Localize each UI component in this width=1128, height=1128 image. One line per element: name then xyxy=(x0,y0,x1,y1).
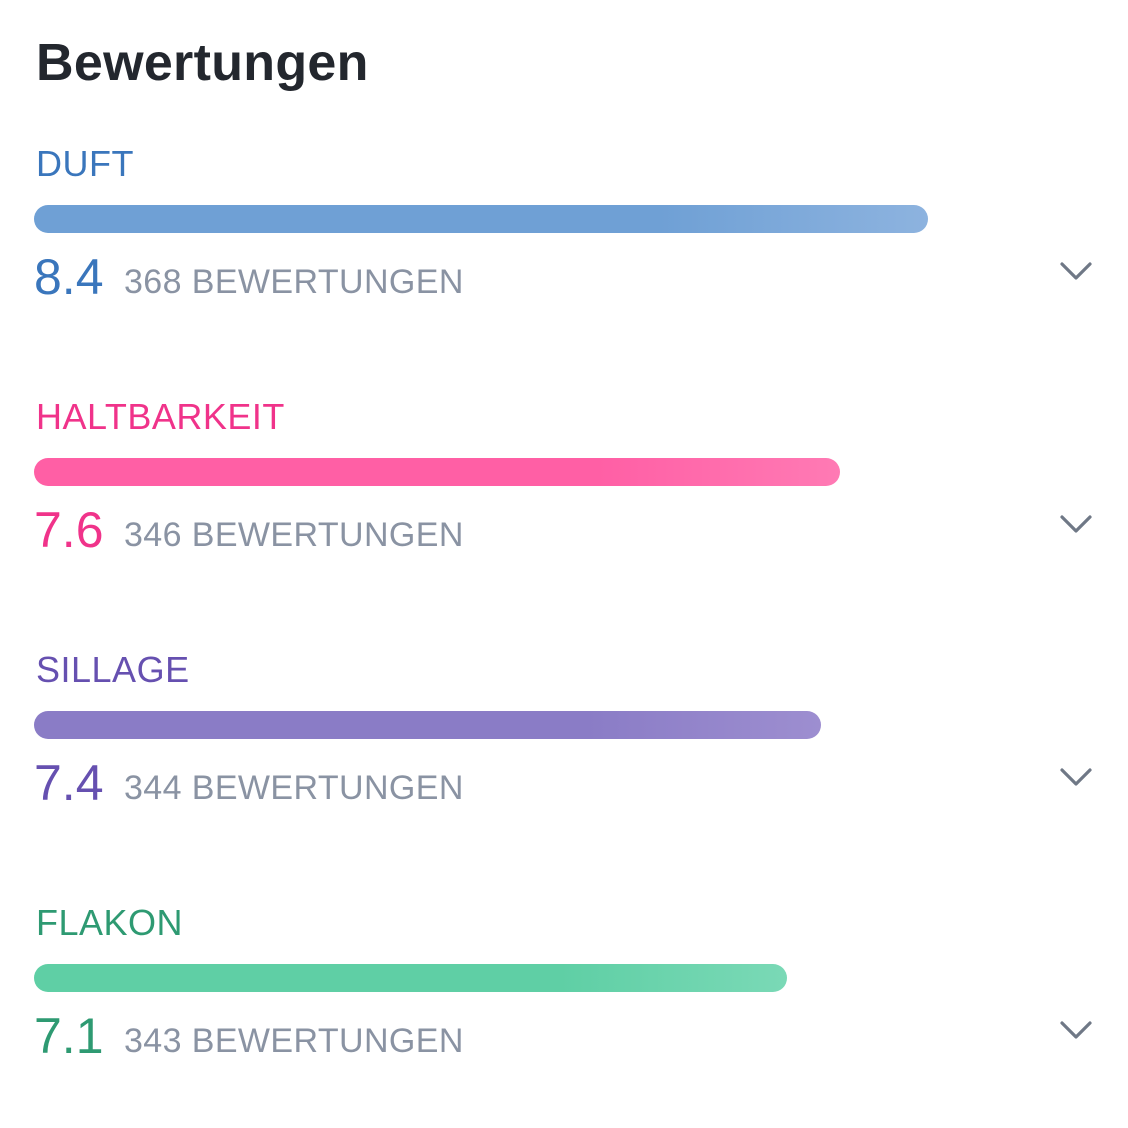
rating-row-sillage[interactable]: SILLAGE 7.4 344 BEWERTUNGEN xyxy=(0,646,1128,846)
rating-score: 7.6 xyxy=(34,502,104,558)
rating-label: FLAKON xyxy=(36,902,184,943)
rating-label: DUFT xyxy=(36,143,134,184)
rating-bar xyxy=(34,964,787,992)
rating-label: SILLAGE xyxy=(36,649,190,690)
rating-bar-track xyxy=(34,711,1074,741)
chevron-down-icon[interactable] xyxy=(1056,1015,1096,1045)
chevron-down-icon[interactable] xyxy=(1056,762,1096,792)
rating-bar xyxy=(34,711,822,739)
rating-count: 343 BEWERTUNGEN xyxy=(124,1022,464,1060)
rating-label: HALTBARKEIT xyxy=(36,396,285,437)
rating-row-flakon[interactable]: FLAKON 7.1 343 BEWERTUNGEN xyxy=(0,899,1128,1099)
rating-score: 8.4 xyxy=(34,249,104,305)
rating-count: 344 BEWERTUNGEN xyxy=(124,769,464,807)
page-title: Bewertungen xyxy=(36,34,369,92)
rating-count: 368 BEWERTUNGEN xyxy=(124,263,464,301)
rating-score: 7.4 xyxy=(34,755,104,811)
rating-bar xyxy=(34,205,929,233)
rating-row-haltbarkeit[interactable]: HALTBARKEIT 7.6 346 BEWERTUNGEN xyxy=(0,393,1128,593)
chevron-down-icon[interactable] xyxy=(1056,256,1096,286)
rating-row-duft[interactable]: DUFT 8.4 368 BEWERTUNGEN xyxy=(0,140,1128,340)
rating-bar-track xyxy=(34,458,1074,488)
chevron-down-icon[interactable] xyxy=(1056,509,1096,539)
rating-bar xyxy=(34,458,840,486)
rating-score: 7.1 xyxy=(34,1008,104,1064)
rating-count: 346 BEWERTUNGEN xyxy=(124,516,464,554)
rating-bar-track xyxy=(34,205,1074,235)
rating-bar-track xyxy=(34,964,1074,994)
